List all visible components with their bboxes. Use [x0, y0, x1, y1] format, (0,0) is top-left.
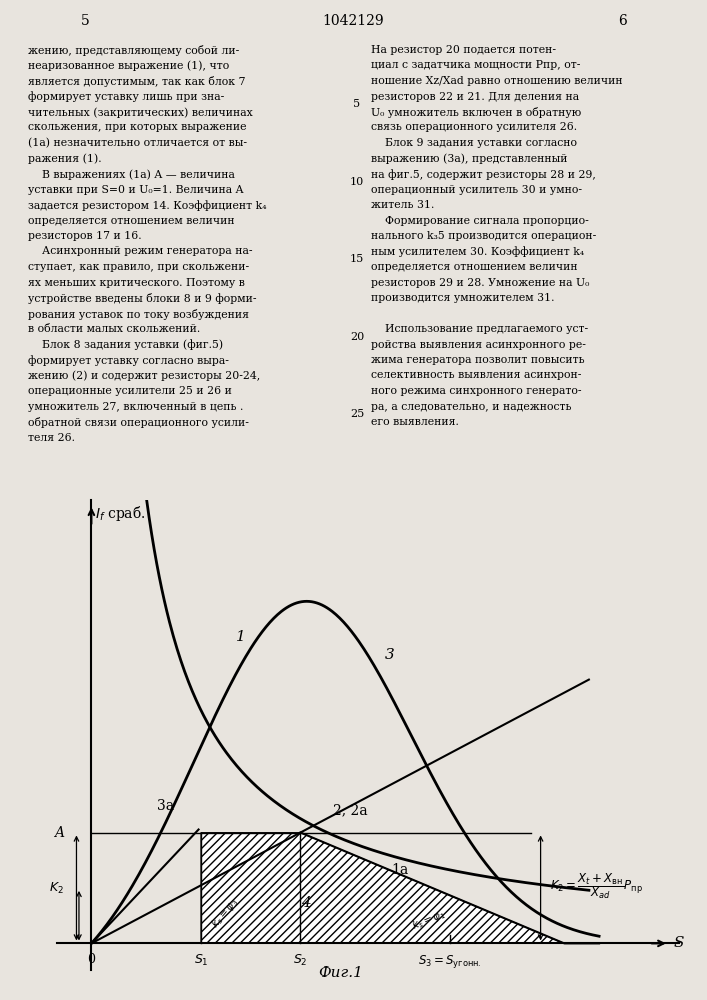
Text: 6: 6 — [618, 14, 626, 28]
Text: является допустимым, так как блок 7: является допустимым, так как блок 7 — [28, 76, 246, 87]
Text: задается резистором 14. Коэффициент k₄: задается резистором 14. Коэффициент k₄ — [28, 200, 267, 211]
Text: ройства выявления асинхронного ре-: ройства выявления асинхронного ре- — [371, 340, 586, 350]
Text: ного режима синхронного генерато-: ного режима синхронного генерато- — [371, 386, 582, 396]
Text: неаризованное выражение (1), что: неаризованное выражение (1), что — [28, 60, 230, 71]
Text: жима генератора позволит повысить: жима генератора позволит повысить — [371, 355, 585, 365]
Text: A: A — [54, 826, 64, 840]
Text: ступает, как правило, при скольжени-: ступает, как правило, при скольжени- — [28, 262, 250, 272]
Text: устройстве введены блоки 8 и 9 форми-: устройстве введены блоки 8 и 9 форми- — [28, 293, 257, 304]
Text: жению, представляющему собой ли-: жению, представляющему собой ли- — [28, 45, 240, 56]
Text: $K_2=\dfrac{X_t+X_{\text{вн}}}{X_{ad}}P_{\text{пр}}$: $K_2=\dfrac{X_t+X_{\text{вн}}}{X_{ad}}P_… — [550, 871, 643, 901]
Text: ях меньших критического. Поэтому в: ях меньших критического. Поэтому в — [28, 278, 245, 288]
Text: 1042129: 1042129 — [322, 14, 385, 28]
Text: чительных (закритических) величинах: чительных (закритических) величинах — [28, 107, 253, 118]
Text: $K_2$: $K_2$ — [49, 880, 64, 896]
Text: 1а: 1а — [392, 863, 409, 877]
Text: ным усилителем 30. Коэффициент k₄: ным усилителем 30. Коэффициент k₄ — [371, 246, 584, 257]
Text: $I_f$ сраб.: $I_f$ сраб. — [95, 504, 146, 523]
Text: умножитель 27, включенный в цепь .: умножитель 27, включенный в цепь . — [28, 401, 244, 412]
Text: циал с задатчика мощности Рпр, от-: циал с задатчика мощности Рпр, от- — [371, 60, 580, 70]
Text: На резистор 20 подается потен-: На резистор 20 подается потен- — [371, 45, 556, 55]
Text: 5: 5 — [81, 14, 89, 28]
Text: $S_3=S_{\text{угонн.}}$: $S_3=S_{\text{угонн.}}$ — [418, 953, 481, 970]
Text: уставки при S=0 и U₀=1. Величина A: уставки при S=0 и U₀=1. Величина A — [28, 185, 244, 195]
Text: ра, а следовательно, и надежность: ра, а следовательно, и надежность — [371, 401, 572, 412]
Text: 4: 4 — [300, 896, 310, 910]
Text: Блок 8 задания уставки (фиг.5): Блок 8 задания уставки (фиг.5) — [28, 340, 223, 350]
Text: 1: 1 — [236, 630, 245, 644]
Polygon shape — [201, 833, 564, 943]
Text: обратной связи операционного усили-: обратной связи операционного усили- — [28, 417, 249, 428]
Text: связь операционного усилителя 26.: связь операционного усилителя 26. — [371, 122, 578, 132]
Text: резисторов 22 и 21. Для деления на: резисторов 22 и 21. Для деления на — [371, 92, 579, 102]
Text: U₀ умножитель включен в обратную: U₀ умножитель включен в обратную — [371, 107, 581, 118]
Text: резисторов 29 и 28. Умножение на U₀: резисторов 29 и 28. Умножение на U₀ — [371, 278, 590, 288]
Text: 15: 15 — [350, 254, 364, 264]
Text: 2, 2а: 2, 2а — [333, 803, 368, 817]
Text: селективность выявления асинхрон-: селективность выявления асинхрон- — [371, 370, 582, 380]
Text: Формирование сигнала пропорцио-: Формирование сигнала пропорцио- — [371, 216, 589, 226]
Text: Использование предлагаемого уст-: Использование предлагаемого уст- — [371, 324, 588, 334]
Text: (1а) незначительно отличается от вы-: (1а) незначительно отличается от вы- — [28, 138, 247, 148]
Text: Фиг.1: Фиг.1 — [318, 966, 363, 980]
Text: рования уставок по току возбуждения: рования уставок по току возбуждения — [28, 308, 250, 320]
Text: операционный усилитель 30 и умно-: операционный усилитель 30 и умно- — [371, 185, 582, 195]
Text: жению (2) и содержит резисторы 20-24,: жению (2) и содержит резисторы 20-24, — [28, 370, 261, 381]
Text: 0: 0 — [88, 953, 95, 966]
Text: резисторов 17 и 16.: резисторов 17 и 16. — [28, 231, 142, 241]
Text: теля 26.: теля 26. — [28, 433, 75, 443]
Text: в области малых скольжений.: в области малых скольжений. — [28, 324, 201, 334]
Text: определяется отношением величин: определяется отношением величин — [28, 216, 235, 226]
Text: $S_1$: $S_1$ — [194, 953, 209, 968]
Text: В выражениях (1а) A — величина: В выражениях (1а) A — величина — [28, 169, 235, 180]
Text: формирует уставку согласно выра-: формирует уставку согласно выра- — [28, 355, 229, 366]
Text: на фиг.5, содержит резисторы 28 и 29,: на фиг.5, содержит резисторы 28 и 29, — [371, 169, 596, 180]
Text: 20: 20 — [350, 332, 364, 342]
Text: $S_2$: $S_2$ — [293, 953, 308, 968]
Text: 5: 5 — [354, 99, 361, 109]
Text: выражению (3а), представленный: выражению (3а), представленный — [371, 154, 568, 164]
Text: житель 31.: житель 31. — [371, 200, 435, 210]
Text: ражения (1).: ражения (1). — [28, 154, 102, 164]
Text: 25: 25 — [350, 409, 364, 419]
Text: Блок 9 задания уставки согласно: Блок 9 задания уставки согласно — [371, 138, 577, 148]
Text: производится умножителем 31.: производится умножителем 31. — [371, 293, 555, 303]
Text: S: S — [674, 936, 684, 950]
Text: Асинхронный режим генератора на-: Асинхронный режим генератора на- — [28, 246, 253, 256]
Text: $k_s=\varphi_3$: $k_s=\varphi_3$ — [209, 895, 242, 931]
Text: $k_s=\varphi_1$: $k_s=\varphi_1$ — [410, 907, 448, 933]
Text: 10: 10 — [350, 177, 364, 187]
Text: его выявления.: его выявления. — [371, 417, 459, 427]
Text: скольжения, при которых выражение: скольжения, при которых выражение — [28, 122, 247, 132]
Text: операционные усилители 25 и 26 и: операционные усилители 25 и 26 и — [28, 386, 232, 396]
Text: нального k₃5 производится операцион-: нального k₃5 производится операцион- — [371, 231, 597, 241]
Text: ношение Хz/Хаd равно отношению величин: ношение Хz/Хаd равно отношению величин — [371, 76, 623, 86]
Text: формирует уставку лишь при зна-: формирует уставку лишь при зна- — [28, 92, 225, 102]
Text: 3а: 3а — [158, 799, 175, 813]
Text: определяется отношением величин: определяется отношением величин — [371, 262, 578, 272]
Text: 3: 3 — [385, 648, 395, 662]
